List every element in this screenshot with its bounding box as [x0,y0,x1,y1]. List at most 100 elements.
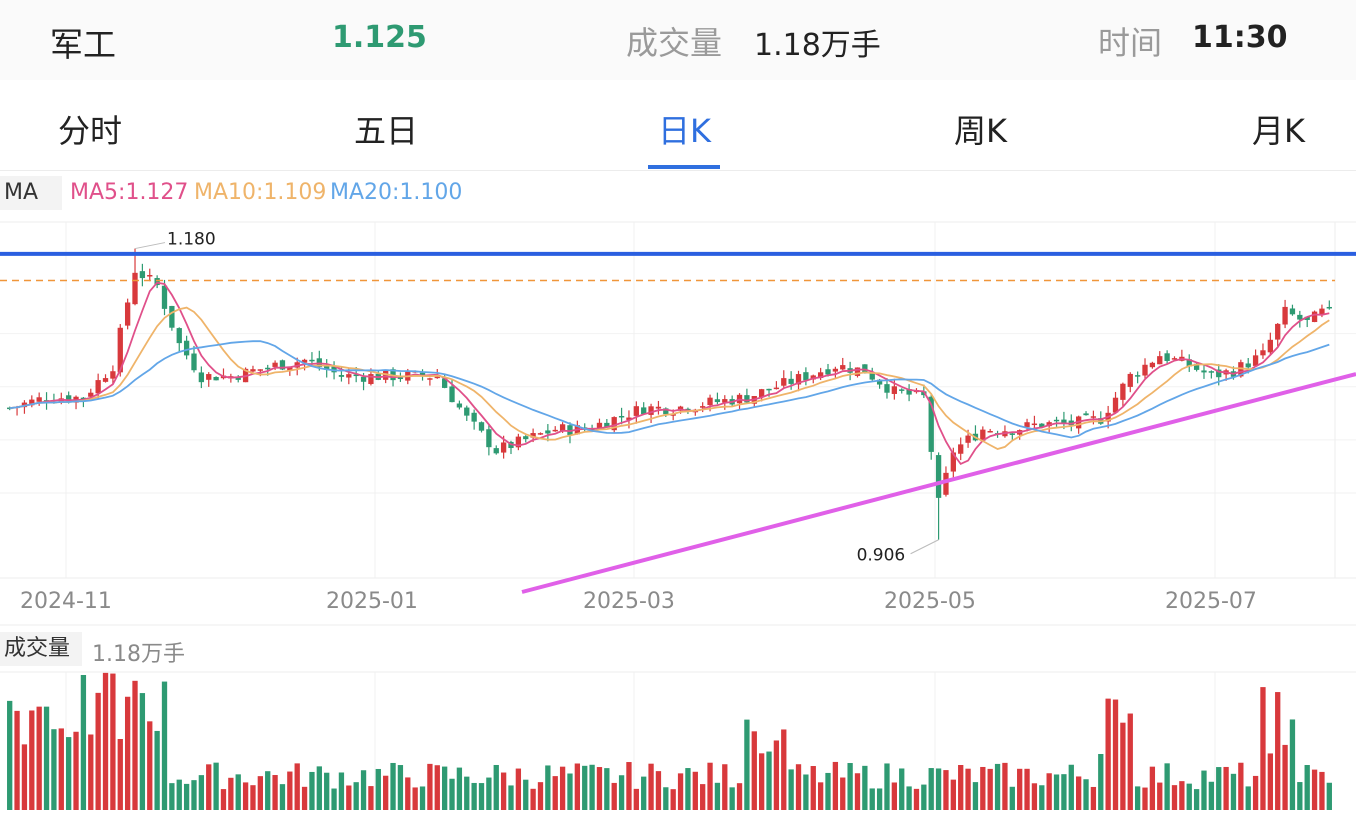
quote-header: 军工 1.125 成交量 1.18万手 时间 11:30 [0,0,1356,80]
volume-bar [80,674,87,810]
volume-bar [213,762,219,810]
volume-bar [1142,787,1148,810]
tab-weekly-k[interactable]: 周K [954,112,1007,150]
volume-bar [427,763,433,810]
candle-body [1112,397,1119,413]
volume-bar [397,765,404,810]
volume-bar [714,782,721,810]
candle-body [265,367,271,370]
volume-bar [1186,783,1192,810]
volume-bar [191,780,197,810]
volume-bar [1193,789,1200,810]
candle-body [958,444,964,454]
candle-body [456,403,463,408]
volume-bar [692,771,698,810]
candle-body [301,359,308,363]
volume-bar [1208,781,1215,810]
volume-bar [1319,771,1325,810]
volume-tag[interactable]: 成交量 [0,632,82,666]
chart-grid [0,221,1356,810]
candle-body [869,372,875,380]
volume-bar [1039,785,1045,810]
candle-body [714,399,721,403]
candle-body [817,372,824,379]
candle-body [722,399,728,403]
volume-bar [567,773,573,810]
candle-body [250,369,256,372]
volume-bar [773,740,780,810]
candle-body [464,407,470,416]
candle-body [353,374,359,377]
volume-bar [589,764,595,810]
volume-bar [736,783,743,810]
moving-averages [9,281,1330,466]
volume-bar [537,782,544,810]
x-tick-label: 2025-05 [884,589,976,614]
candle-body [1216,369,1222,378]
candle-body [1208,371,1215,373]
candle-body [559,424,566,431]
volume-bar [729,787,735,810]
volume-bar [1157,782,1163,810]
volume-bar [493,764,499,810]
volume-bar [161,681,168,810]
volume-bar [810,766,816,810]
candle-body [766,388,772,391]
candle-body [1127,373,1133,387]
volume-bar [899,768,905,810]
volume-bar [840,777,846,810]
volume-bar [817,782,824,810]
volume-bar [523,779,529,810]
volume-bar [294,763,300,810]
volume-bar [1326,782,1332,810]
ma20-label: MA20:1.100 [330,180,463,205]
volume-bar [663,787,669,810]
candle-body [567,425,573,435]
candle-body [965,435,971,443]
candle-body [655,406,662,409]
tab-five-day[interactable]: 五日 [354,112,419,150]
candle-body [360,376,367,382]
tab-monthly-k[interactable]: 月K [1252,112,1305,150]
candle-body [80,397,87,400]
volume-bar [618,775,625,810]
tab-intraday[interactable]: 分时 [58,112,123,150]
candle-body [441,378,448,388]
candle-body [1024,422,1030,428]
tab-daily-k[interactable]: 日K [658,112,711,150]
x-tick-label: 2025-01 [326,589,418,614]
volume-bar [559,766,566,810]
candle-body [700,406,706,408]
candle-body [1031,423,1038,426]
volume-bar [309,771,315,810]
candle-body [950,452,956,472]
volume-bar [7,700,13,810]
candle-body [987,431,993,433]
volume-bar [1216,767,1222,810]
candle-body [235,377,241,380]
volume-bar [552,776,558,810]
candle-body [287,366,293,371]
candle-body [744,395,750,403]
candle-body [884,384,890,393]
candle-body [139,271,146,279]
volume-bar [169,783,175,810]
x-tick-label: 2025-07 [1165,589,1257,614]
candle-body [95,380,101,394]
volume-bar [795,764,802,810]
ma-tag[interactable]: MA [0,176,62,210]
candle-body [641,407,647,415]
candle-body [88,392,94,397]
candle-body [110,371,116,379]
period-tabs: 分时 五日 日K 周K 月K [0,80,1356,171]
volume-bar [14,710,20,810]
candle-body [478,422,485,431]
volume-bar [478,783,485,810]
volume-bar [1090,786,1097,810]
candle-body [980,429,986,441]
candle-body [1061,419,1067,423]
volume-bar [58,728,64,810]
candle-body [206,374,212,380]
candle-body [29,399,35,406]
